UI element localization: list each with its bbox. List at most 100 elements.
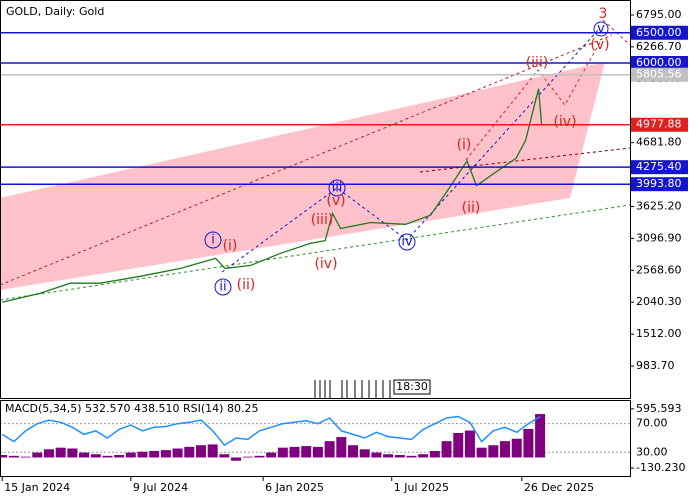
histogram-bar [0,455,8,458]
trend-line [0,204,631,301]
level-label-box [631,25,688,40]
y-tick-label: 1512.00 [636,327,682,340]
chart-title: GOLD, Daily: Gold [6,5,104,18]
histogram-bar [254,455,265,458]
rsi-line [1,415,541,447]
histogram-bar [20,456,31,458]
histogram-bar [79,452,90,458]
histogram-bar [207,444,218,458]
wave-label: (iii) [311,212,334,228]
wave-label: i [211,233,215,248]
histogram-bar [184,446,195,458]
price-panel-frame [0,0,631,399]
trend-line [0,34,613,286]
wave-label: (i) [223,238,238,254]
y2-tick-label: 30.00 [636,445,668,458]
histogram-bar [383,454,394,458]
wave-line [221,27,601,273]
level-label-box [631,117,688,132]
wave-label: ii [219,280,226,295]
wave-circle [214,278,232,296]
wave-circle [204,231,222,249]
level-label: 4275.40 [636,160,682,173]
histogram-bar [289,446,300,458]
histogram-bar [336,437,347,458]
x-tick-label: 6 Jan 2025 [265,481,324,494]
x-tick-label: 9 Jul 2024 [133,481,188,494]
level-label: 3993.80 [636,177,682,190]
histogram-bar [43,449,54,458]
wave-label: v [597,22,605,37]
histogram-bar [172,448,183,458]
y2-tick-label: 70.00 [636,417,668,430]
histogram-bar [231,457,242,461]
y-tick-label: 3096.90 [636,231,682,244]
histogram-bar [90,454,101,458]
level-label: 5805.56 [636,68,682,81]
histogram-bar [149,450,160,458]
histogram-bar [371,452,382,458]
wave-circle [398,233,416,251]
wave-label: (ii) [237,277,256,293]
y-tick-label: 6266.70 [636,40,682,53]
histogram-bar [348,445,359,458]
wave-label: (iv) [314,256,337,272]
histogram-bar [125,452,136,458]
histogram-bar [476,447,487,458]
price-line [2,88,543,303]
histogram-bar [418,454,429,458]
histogram-bar [324,441,335,458]
wave-label: (v) [590,37,609,53]
histogram-bar [8,455,19,458]
wave-circle [593,21,609,37]
wave-label: iii [332,181,343,196]
indicator-panel-frame [0,400,631,477]
wave-label: 3 [599,6,608,22]
level-label-box [631,55,688,70]
price-channel [0,62,605,290]
wave-label: (iv) [553,114,576,130]
y-tick-label: 2568.60 [636,263,682,276]
histogram-bar [195,445,206,458]
level-label: 4977.88 [636,118,682,131]
y-tick-label: 983.70 [636,359,675,372]
histogram-bar [441,441,452,458]
histogram-bar [429,450,440,458]
histogram-bar [277,447,288,458]
histogram-bar [102,455,113,458]
histogram-bar [242,456,253,458]
y-tick-label: -130.230 [636,461,685,474]
time-marker-box [393,379,431,395]
x-tick-label: 1 Jul 2025 [394,481,449,494]
wave-circle [328,179,346,197]
y-tick-label: 2040.30 [636,295,682,308]
histogram-bar [114,455,125,458]
wave-label: (ii) [462,200,481,216]
histogram-bar [55,447,66,458]
x-tick-label: 26 Dec 2025 [524,481,594,494]
x-tick-label: 15 Jan 2024 [4,481,70,494]
y-tick-label: 595.593 [636,402,682,415]
histogram-bar [137,451,148,458]
indicator-title: MACD(5,34,5) 532.570 438.510 RSI(14) 80.… [5,402,258,415]
level-label-box [631,67,688,82]
y-tick-label: 3625.20 [636,199,682,212]
histogram-bar [160,450,171,458]
wave-label: (v) [326,193,345,209]
level-label-box [631,177,688,192]
histogram-bar [535,414,546,458]
histogram-bar [464,430,475,458]
time-marker [314,380,391,398]
histogram-bar [523,428,534,458]
y-tick-label: 4681.80 [636,136,682,149]
trend-line [419,147,631,173]
wave-label: (iii) [526,55,549,71]
histogram-bar [511,438,522,458]
wave-label: (i) [457,137,472,153]
histogram-bar [406,455,417,458]
histogram-bar [453,432,464,458]
level-label: 6500.00 [636,26,682,39]
level-label-box [631,160,688,175]
marks: 6795.006266.705738.404681.803625.203096.… [0,8,688,494]
wave-label: iv [401,235,413,250]
